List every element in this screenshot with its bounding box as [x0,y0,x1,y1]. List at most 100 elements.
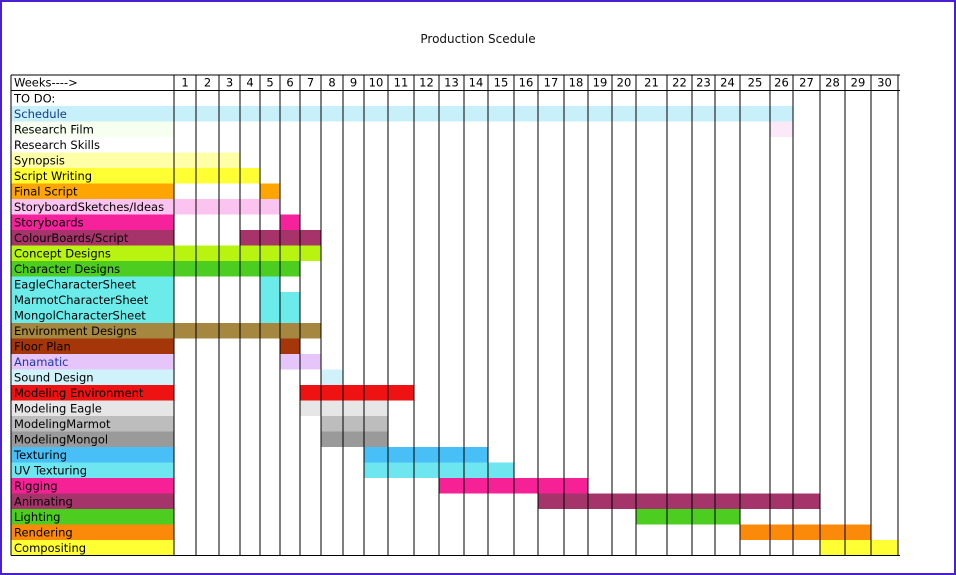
task-name: Sound Design [14,370,94,384]
task-bar [280,214,300,230]
task-name: Anamatic [14,355,68,369]
task-bar [174,199,280,215]
task-bar [364,447,488,463]
task-bar [174,261,300,277]
task-bar [260,276,280,292]
task-label-fill [11,276,174,292]
task-name: ColourBoards/Script [14,231,129,245]
task-name: Concept Designs [14,246,111,260]
task-label-fill [11,462,174,478]
week-number: 2 [204,76,211,90]
task-label-fill [11,400,174,416]
task-bar [280,338,300,354]
task-name: TO DO: [13,91,55,105]
task-label-fill [11,168,174,184]
week-number: 20 [617,76,632,90]
week-number: 18 [569,76,584,90]
task-bar [174,106,793,122]
task-bar [820,540,898,556]
task-name: MarmotCharacterSheet [14,293,149,307]
task-label-fill [11,369,174,385]
task-name: Rendering [14,525,73,539]
task-label-fill [11,261,174,277]
task-label-fill [11,478,174,494]
task-name: ModelingMongol [14,432,108,446]
task-label-fill [11,385,174,401]
task-name: Environment Designs [14,324,137,338]
task-name: StoryboardSketches/Ideas [14,200,164,214]
task-label-fill [11,214,174,230]
week-number: 21 [644,76,659,90]
task-name: Script Writing [14,169,92,183]
task-label-fill [11,354,174,370]
week-number: 9 [350,76,357,90]
task-name: Animating [14,494,73,508]
task-name: MongolCharacterSheet [14,308,146,322]
task-label-fill [11,416,174,432]
task-bar [300,385,414,401]
week-number: 24 [720,76,735,90]
weeks-header-label: Weeks----> [14,76,78,90]
task-bar [636,509,740,525]
task-label-fill [11,540,174,556]
week-number: 4 [246,76,253,90]
task-label-fill [11,199,174,215]
task-bar [321,416,388,432]
task-name: UV Texturing [14,463,87,477]
task-name: Compositing [14,541,86,555]
task-name: Modeling Eagle [14,401,102,415]
task-label-fill [11,292,174,308]
week-number: 14 [469,76,484,90]
week-number: 25 [748,76,763,90]
week-number: 26 [774,76,789,90]
week-number: 13 [444,76,459,90]
task-label-fill [11,245,174,261]
task-label-fill [11,447,174,463]
week-number: 22 [672,76,687,90]
week-number: 1 [181,76,188,90]
task-bar [174,168,260,184]
week-number: 10 [369,76,384,90]
chart-title: Production Scedule [420,32,536,46]
week-number: 29 [851,76,866,90]
week-number: 7 [307,76,314,90]
task-name: Research Film [14,122,94,136]
task-name: Floor Plan [14,339,71,353]
task-name: Texturing [13,448,67,462]
task-label-fill [11,431,174,447]
task-name: EagleCharacterSheet [14,277,136,291]
week-number: 6 [286,76,293,90]
week-number: 12 [419,76,434,90]
task-label-fill [11,493,174,509]
task-bar [174,245,321,261]
task-name: Modeling Environment [14,386,144,400]
task-label-fill [11,230,174,246]
task-name: Rigging [14,479,58,493]
task-bar [174,152,240,168]
task-label-fill [11,509,174,525]
task-name: Schedule [14,107,67,121]
task-label-fill [11,152,174,168]
week-number: 3 [226,76,233,90]
task-name: Research Skills [14,138,100,152]
task-label-fill [11,121,174,137]
week-number: 5 [266,76,273,90]
task-bar [321,369,343,385]
task-bar [770,121,793,137]
week-number: 17 [544,76,559,90]
task-name: Synopsis [14,153,65,167]
week-number: 28 [825,76,840,90]
task-label-fill [11,524,174,540]
task-name: Final Script [14,184,78,198]
task-name: ModelingMarmot [14,417,111,431]
week-number: 15 [494,76,509,90]
task-label-fill [11,183,174,199]
task-label-fill [11,323,174,339]
task-name: Storyboards [14,215,84,229]
week-number: 27 [799,76,814,90]
task-label-fill [11,106,174,122]
week-number: 23 [696,76,711,90]
task-bar [321,431,388,447]
